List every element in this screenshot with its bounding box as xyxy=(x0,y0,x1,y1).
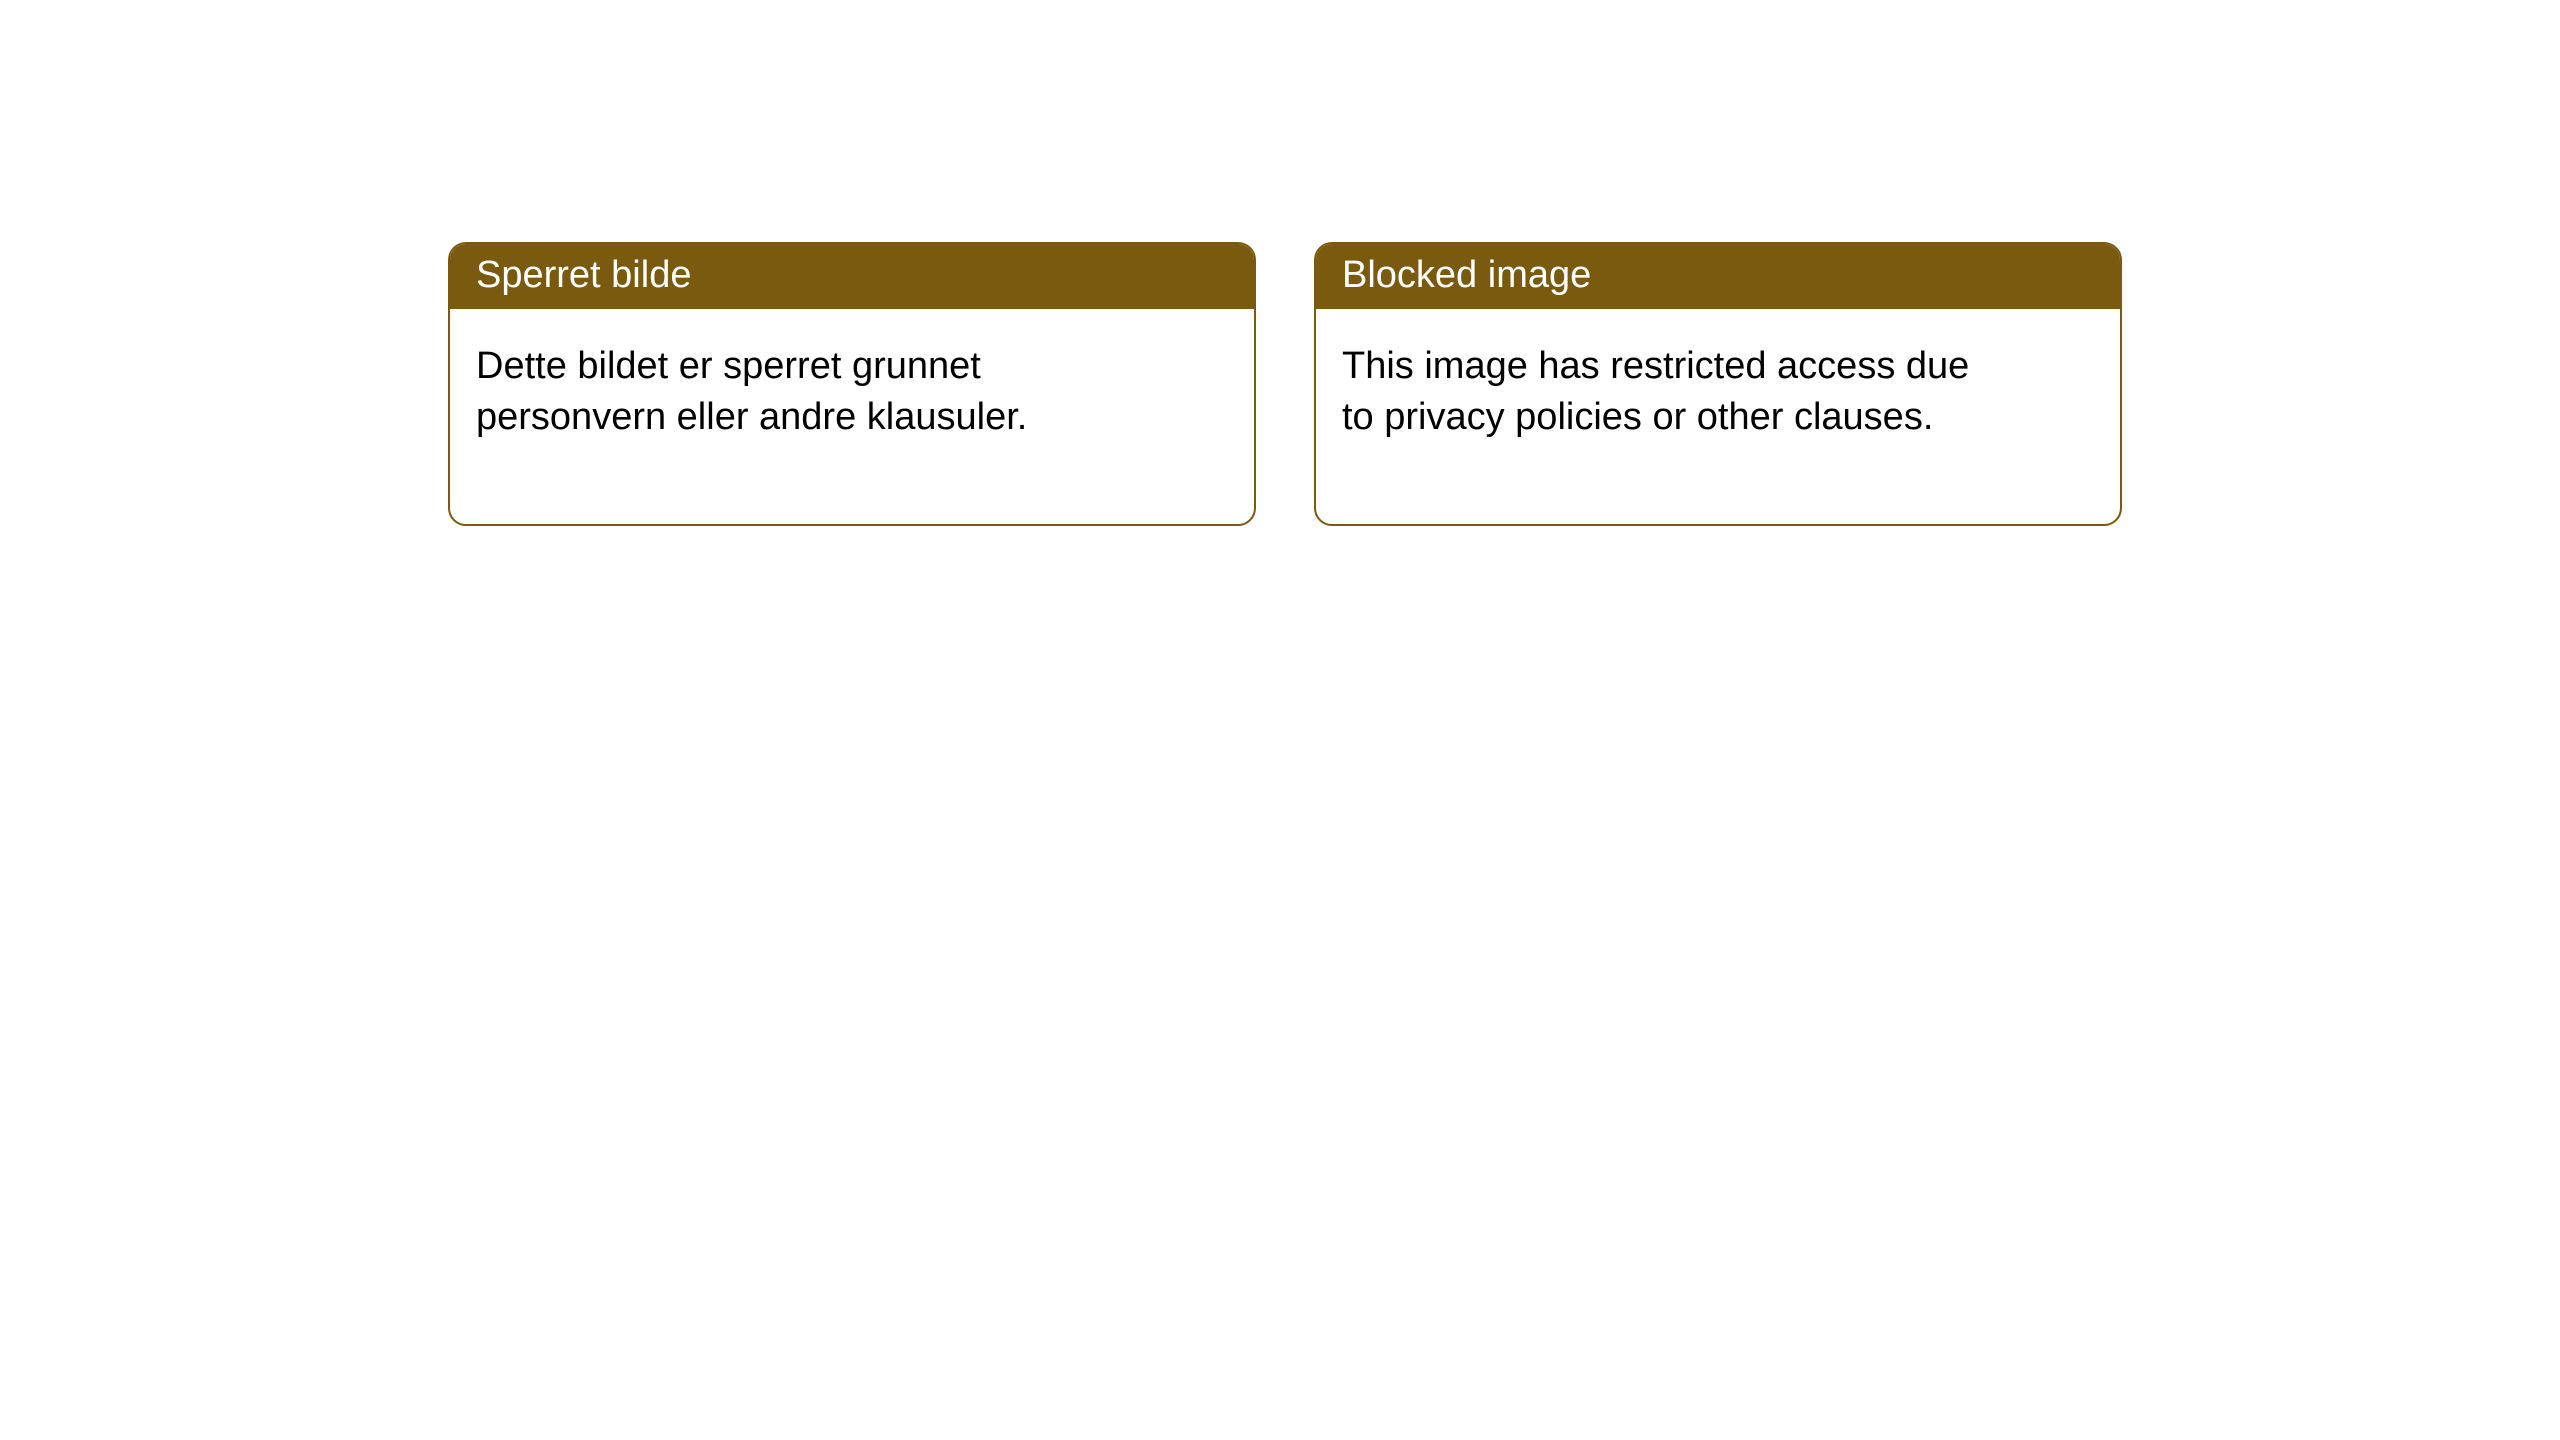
notice-body-text: This image has restricted access due to … xyxy=(1342,345,1969,438)
notice-body: This image has restricted access due to … xyxy=(1316,309,2016,524)
notice-header: Blocked image xyxy=(1316,244,2120,309)
notice-container: Sperret bilde Dette bildet er sperret gr… xyxy=(0,0,2560,526)
notice-body-text: Dette bildet er sperret grunnet personve… xyxy=(476,345,1027,438)
notice-header: Sperret bilde xyxy=(450,244,1254,309)
notice-title: Blocked image xyxy=(1342,254,1591,296)
notice-card-norwegian: Sperret bilde Dette bildet er sperret gr… xyxy=(448,242,1256,526)
notice-card-english: Blocked image This image has restricted … xyxy=(1314,242,2122,526)
notice-body: Dette bildet er sperret grunnet personve… xyxy=(450,309,1150,524)
notice-title: Sperret bilde xyxy=(476,254,691,296)
